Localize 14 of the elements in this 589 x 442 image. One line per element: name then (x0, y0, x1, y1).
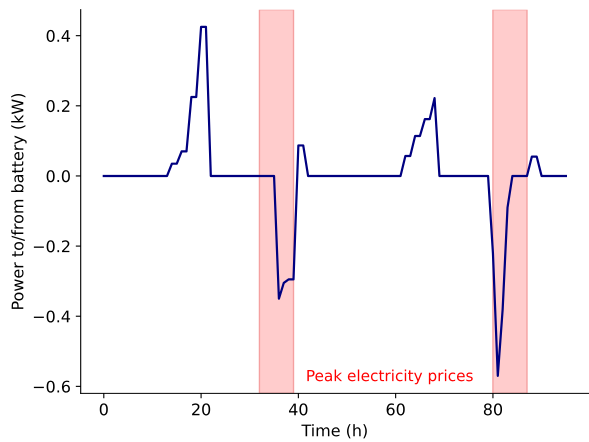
x-tick-label: 60 (386, 403, 405, 416)
y-tick-label: 0.4 (46, 30, 70, 42)
x-tick-label: 0 (100, 403, 108, 416)
y-tick-label: 0.2 (46, 100, 70, 112)
annotation: Peak electricity prices (307, 369, 473, 384)
x-axis-title: Time (h) (301, 424, 367, 438)
x-tick-label: 80 (484, 403, 502, 416)
x-tick-label: 20 (192, 403, 210, 416)
x-tick-label: 40 (288, 403, 308, 416)
y-tick-label: 0.0 (46, 170, 70, 182)
y-tick-label: −0.6 (34, 380, 70, 393)
y-tick-label: −0.2 (34, 240, 70, 252)
y-tick-label: −0.4 (34, 310, 70, 323)
y-axis-title: Power to/from battery (kW) (11, 94, 27, 309)
